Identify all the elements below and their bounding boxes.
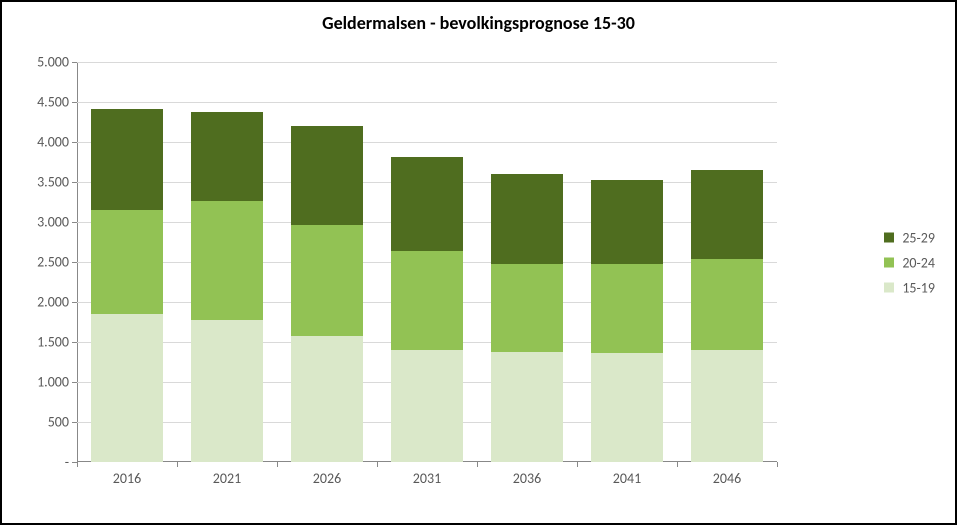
bar-segment-15-19 [691, 350, 763, 462]
bar-group [91, 109, 163, 462]
legend-swatch [884, 283, 894, 293]
legend-item: 15-19 [884, 279, 935, 296]
legend-label: 25-29 [902, 229, 935, 246]
x-tick-label: 2036 [513, 462, 541, 487]
bar-segment-25-29 [391, 157, 463, 251]
bar-segment-20-24 [291, 225, 363, 335]
legend-label: 15-19 [902, 279, 935, 296]
x-tick-label: 2026 [313, 462, 341, 487]
x-tick-mark [577, 462, 578, 467]
y-tick-label: 3.500 [37, 174, 77, 191]
x-tick-mark [677, 462, 678, 467]
x-tick-label: 2016 [113, 462, 141, 487]
bar-segment-15-19 [391, 350, 463, 462]
y-tick-label: 4.500 [37, 94, 77, 111]
bar-segment-15-19 [91, 314, 163, 462]
bar-segment-25-29 [91, 109, 163, 210]
bar-segment-20-24 [91, 210, 163, 314]
y-tick-label: 3.000 [37, 214, 77, 231]
bar-segment-20-24 [191, 201, 263, 319]
y-tick-label: 1.000 [37, 374, 77, 391]
y-tick-label: - [65, 454, 77, 471]
x-tick-label: 2041 [613, 462, 641, 487]
x-tick-label: 2031 [413, 462, 441, 487]
y-tick-label: 4.000 [37, 134, 77, 151]
plot-area: -5001.0001.5002.0002.5003.0003.5004.0004… [77, 62, 777, 462]
legend-swatch [884, 233, 894, 243]
x-tick-mark [277, 462, 278, 467]
bar-segment-25-29 [191, 112, 263, 201]
x-tick-label: 2046 [713, 462, 741, 487]
chart-title: Geldermalsen - bevolkingsprognose 15-30 [2, 12, 955, 34]
y-tick-label: 5.000 [37, 54, 77, 71]
bar-segment-20-24 [491, 264, 563, 352]
legend-item: 25-29 [884, 229, 935, 246]
bar-group [291, 126, 363, 462]
legend-item: 20-24 [884, 254, 935, 271]
bar-segment-20-24 [691, 259, 763, 350]
legend: 25-29 20-24 15-19 [884, 221, 935, 304]
bar-segment-25-29 [691, 170, 763, 259]
y-tick-label: 2.000 [37, 294, 77, 311]
bar-group [591, 180, 663, 462]
bar-segment-20-24 [591, 264, 663, 354]
x-tick-label: 2021 [213, 462, 241, 487]
x-tick-mark [777, 462, 778, 467]
grid-line [77, 102, 777, 103]
bar-segment-25-29 [291, 126, 363, 225]
legend-label: 20-24 [902, 254, 935, 271]
bar-group [691, 170, 763, 462]
x-tick-mark [477, 462, 478, 467]
bar-segment-20-24 [391, 251, 463, 350]
x-tick-mark [177, 462, 178, 467]
y-tick-label: 2.500 [37, 254, 77, 271]
x-tick-mark [77, 462, 78, 467]
bar-segment-25-29 [591, 180, 663, 263]
legend-swatch [884, 258, 894, 268]
x-tick-mark [377, 462, 378, 467]
bar-segment-25-29 [491, 174, 563, 264]
bar-group [391, 157, 463, 462]
chart-container: Geldermalsen - bevolkingsprognose 15-30 … [0, 0, 957, 525]
y-tick-label: 500 [48, 414, 77, 431]
bar-segment-15-19 [191, 320, 263, 462]
grid-line [77, 62, 777, 63]
bar-group [191, 112, 263, 462]
grid-line [77, 142, 777, 143]
bar-segment-15-19 [491, 352, 563, 462]
bar-segment-15-19 [591, 353, 663, 462]
bar-group [491, 174, 563, 462]
y-tick-label: 1.500 [37, 334, 77, 351]
bar-segment-15-19 [291, 336, 363, 462]
